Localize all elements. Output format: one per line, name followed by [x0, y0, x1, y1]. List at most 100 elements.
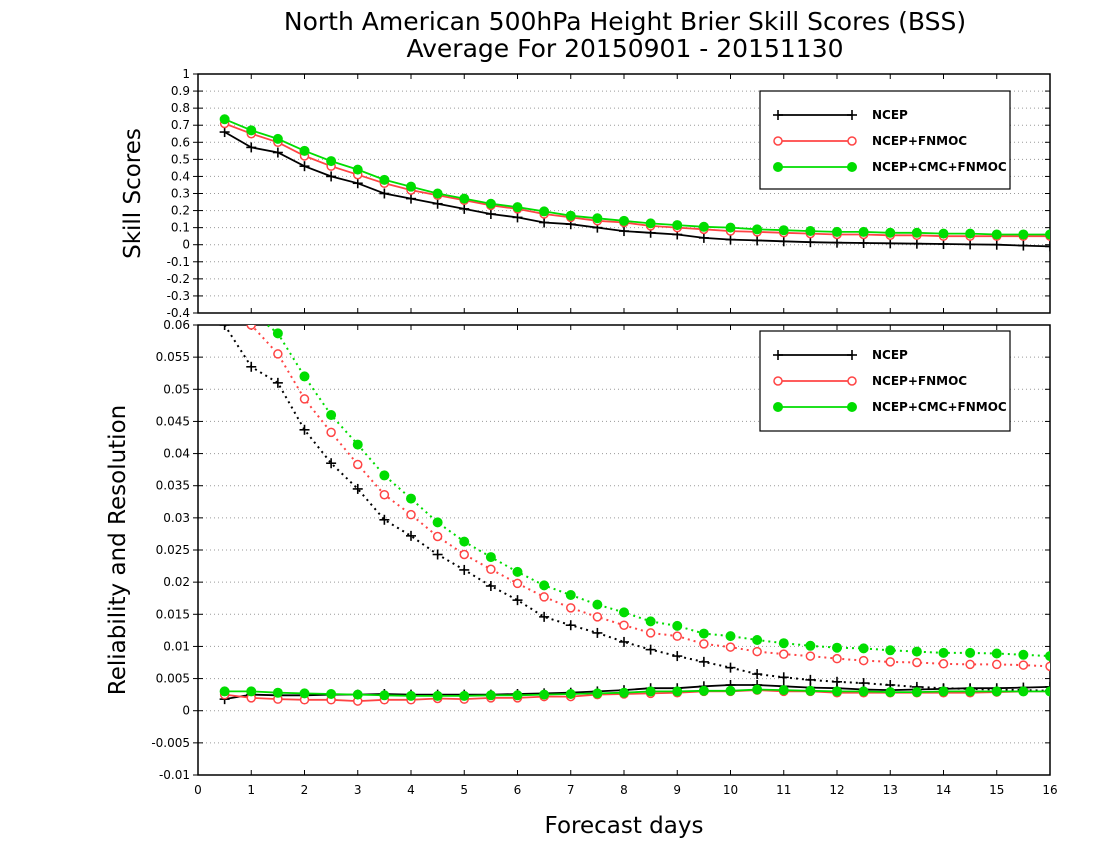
series-ncep-fnmoc-point — [273, 349, 283, 359]
series-ncep-fnmoc-point — [912, 657, 922, 668]
series-ncep-fnmoc-point — [459, 549, 469, 560]
series-ncep-point — [512, 595, 523, 606]
series-ncep-cmc-fnmoc-point — [246, 125, 257, 136]
series-ncep-point — [911, 238, 922, 249]
series-ncep-fnmoc-point — [299, 394, 310, 404]
series-ncep-fnmoc-point — [992, 659, 1002, 670]
x-tick-label: 14 — [936, 783, 951, 797]
legend-ncep-cmc-fnmoc-label: NCEP+CMC+FNMOC — [872, 160, 1007, 174]
legend-ncep-marker — [847, 350, 857, 360]
series-ncep-cmc-fnmoc-point — [592, 213, 603, 224]
series-ncep-point — [565, 620, 576, 631]
series-ncep-point — [991, 239, 1002, 250]
series-ncep-point — [778, 672, 789, 683]
series-ncep-cmc-fnmoc-point — [272, 328, 283, 339]
series-ncep-point — [326, 171, 337, 182]
series-ncep-point — [299, 424, 310, 435]
series-ncep-cmc-fnmoc-point — [246, 686, 257, 697]
y-axis-label: Skill Scores — [120, 128, 146, 259]
x-tick-label: 4 — [407, 783, 415, 797]
x-tick-label: 12 — [829, 783, 844, 797]
series-ncep-cmc-fnmoc-point — [299, 688, 310, 699]
series-ncep-fnmoc-point — [486, 564, 496, 575]
series-ncep-cmc-fnmoc-point — [752, 224, 763, 235]
series-ncep-cmc-fnmoc-point — [858, 643, 869, 654]
series-ncep-cmc-fnmoc-point — [619, 607, 629, 618]
series-ncep-point — [485, 208, 496, 219]
y-tick-label: 0.025 — [156, 543, 190, 557]
y-tick-label: 0.1 — [171, 221, 190, 235]
series-ncep-point — [299, 161, 310, 172]
series-ncep-cmc-fnmoc-point — [752, 635, 763, 645]
x-tick-label: 13 — [883, 783, 898, 797]
series-ncep-cmc-fnmoc-point — [326, 156, 337, 167]
series-ncep-cmc-fnmoc-point — [485, 198, 496, 209]
legend-ncep-fnmoc-marker — [773, 376, 783, 386]
series-ncep-fnmoc-point — [885, 657, 895, 667]
series-ncep-cmc-fnmoc-point — [592, 688, 603, 699]
series-ncep-point — [352, 483, 363, 494]
series-ncep-fnmoc-point — [353, 459, 363, 470]
y-tick-label: 0.035 — [156, 479, 190, 493]
series-ncep-fnmoc-point — [592, 612, 603, 622]
series-ncep-cmc-fnmoc-point — [299, 145, 310, 156]
skill-scores-panel: -0.4 -0.3 -0.2 -0.1 0 0.1 0.2 0.3 0.4 0.5 0.6 0.7 0.… — [120, 67, 1051, 320]
series-ncep-point — [778, 236, 789, 247]
y-tick-label: 0.03 — [163, 511, 190, 525]
legend-ncep-marker — [847, 110, 857, 120]
series-ncep-point — [219, 325, 230, 330]
series-ncep-cmc-fnmoc-point — [965, 228, 976, 239]
series-ncep-fnmoc-point — [965, 659, 975, 670]
series-ncep-cmc-fnmoc-point — [539, 580, 550, 591]
series-ncep-cmc-fnmoc-point — [219, 686, 230, 697]
y-tick-label: 0.06 — [163, 318, 190, 332]
y-tick-label: -0.3 — [167, 289, 190, 303]
series-ncep-point — [379, 514, 390, 525]
series-ncep-fnmoc-point — [672, 631, 682, 641]
series-ncep-cmc-fnmoc-point — [725, 685, 736, 696]
series-ncep-cmc-fnmoc-point — [379, 174, 390, 185]
legend-ncep-fnmoc-label: NCEP+FNMOC — [872, 134, 967, 148]
series-ncep-fnmoc-point — [699, 639, 709, 649]
legend-ncep-cmc-fnmoc-marker — [847, 402, 857, 412]
series-ncep-cmc-fnmoc-point — [459, 690, 470, 701]
series-ncep-cmc-fnmoc-point — [1045, 229, 1050, 240]
legend-ncep-cmc-fnmoc-marker — [773, 162, 783, 172]
x-tick-label: 10 — [723, 783, 738, 797]
series-ncep-cmc-fnmoc-point — [805, 685, 816, 696]
y-tick-label: 0 — [182, 238, 190, 252]
legend-ncep-marker — [773, 350, 783, 360]
y-tick-label: -0.2 — [167, 272, 190, 286]
series-ncep-cmc-fnmoc-point — [1018, 229, 1029, 240]
series-ncep-cmc-fnmoc-point — [485, 552, 496, 563]
series-ncep-cmc-fnmoc-point — [352, 164, 363, 175]
series-ncep-fnmoc-point — [752, 646, 762, 657]
series-ncep-fnmoc-point — [619, 620, 629, 630]
series-ncep-cmc-fnmoc-point — [698, 221, 709, 232]
series-ncep-point — [432, 549, 443, 560]
series-ncep-cmc-fnmoc-point — [565, 590, 576, 600]
y-tick-label: 0.6 — [171, 135, 190, 149]
series-ncep-point — [592, 627, 603, 638]
x-tick-label: 8 — [620, 783, 628, 797]
series-ncep-cmc-fnmoc-point — [1018, 686, 1029, 697]
series-ncep-cmc-fnmoc-point — [326, 689, 337, 699]
series-ncep-point — [406, 193, 416, 204]
series-ncep-point — [406, 530, 416, 541]
series-ncep-fnmoc-point — [832, 653, 842, 664]
series-ncep-point — [326, 458, 337, 469]
series-ncep-cmc-fnmoc-point — [725, 222, 736, 233]
legend-ncep-label: NCEP — [872, 108, 908, 122]
series-ncep-cmc-fnmoc-point — [965, 686, 976, 697]
series-ncep-cmc-fnmoc-point — [832, 226, 842, 237]
series-ncep-point — [219, 127, 230, 138]
y-tick-label: 0.005 — [156, 672, 190, 686]
x-tick-label: 3 — [354, 783, 362, 797]
series-ncep-cmc-fnmoc-point — [272, 133, 283, 144]
series-ncep-cmc-fnmoc-point — [672, 620, 683, 631]
x-tick-label: 5 — [460, 783, 468, 797]
series-ncep-point — [246, 361, 257, 372]
series-ncep-cmc-fnmoc-point — [965, 647, 976, 658]
series-ncep-cmc-fnmoc-point — [539, 689, 550, 700]
x-axis-label: Forecast days — [545, 813, 704, 839]
